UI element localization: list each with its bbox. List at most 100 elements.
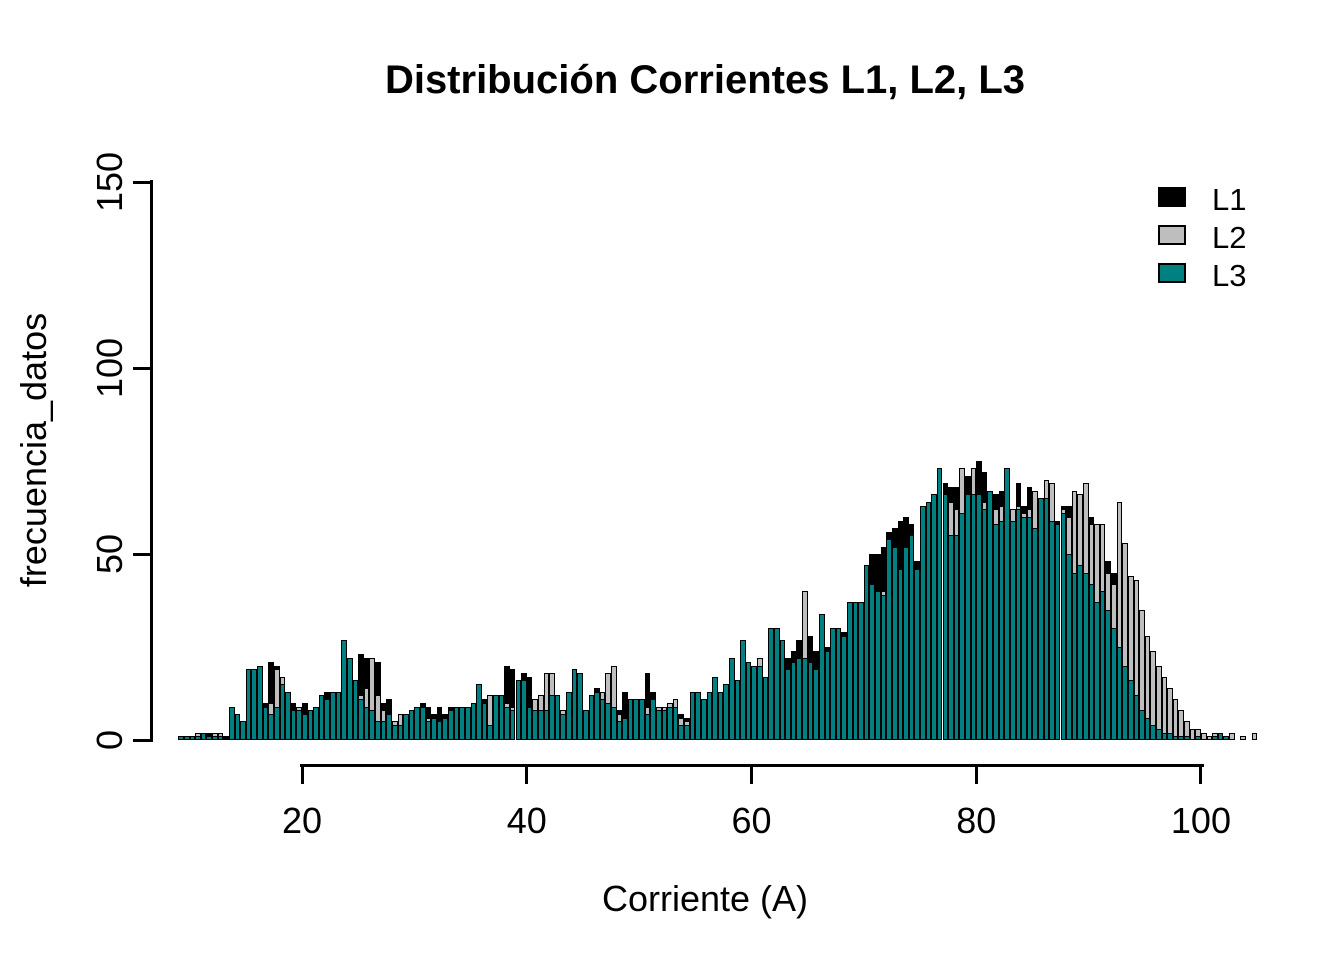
histogram-bar-l3 [616,721,623,740]
histogram-bar-l3 [998,520,1005,740]
histogram-bar-l3 [436,721,443,740]
histogram-bar-l3 [257,665,263,740]
histogram-bar-l3 [1122,665,1128,740]
histogram-bar-l3 [712,676,718,740]
histogram-bar-l3 [268,713,274,740]
histogram-bar-l3 [622,717,628,740]
histogram-bar-l3 [993,524,999,740]
legend-swatch-l2 [1158,225,1186,245]
histogram-bar-l2 [1189,728,1196,740]
x-tick-label: 80 [956,800,997,841]
y-tick-mark [133,366,150,370]
histogram-bar-l3 [611,706,617,740]
histogram-bar-l3 [740,639,746,740]
histogram-bar-l3 [509,710,516,740]
histogram-bar-l3 [273,706,280,740]
histogram-bar-l3 [723,684,729,740]
histogram-bar-l3 [1133,695,1140,740]
legend-row: L3 [1152,256,1332,294]
histogram-bar-l3 [526,706,533,740]
histogram-bar-l3 [644,713,651,740]
histogram-bar-l3 [925,501,932,740]
histogram-bar-l3 [908,535,915,740]
y-tick-mark [133,180,150,184]
histogram-bar-l3 [1184,736,1190,740]
histogram-bar-l3 [1060,513,1067,740]
histogram-bar-l3 [745,661,752,740]
histogram-bar-l3 [655,710,662,740]
histogram-bar-l3 [184,736,190,740]
histogram-bar-l3 [897,568,904,740]
histogram-bar-l3 [380,721,387,740]
histogram-bar-l3 [830,628,836,740]
histogram-bar-l3 [785,669,791,740]
y-tick-label: 100 [89,337,130,399]
histogram-bar-l3 [1099,591,1106,740]
histogram-bar-l3 [802,658,808,740]
histogram-bar-l3 [706,691,713,740]
histogram-bar-l3 [757,665,763,740]
histogram-bar-l3 [200,732,207,740]
legend-label: L1 [1212,182,1247,217]
histogram-bar-l3 [1161,732,1168,740]
histogram-bar-l3 [981,509,988,740]
histogram-bar-l3 [425,721,432,740]
histogram-bar-l3 [476,684,482,740]
y-tick-mark [133,738,150,742]
histogram-bar-l3 [560,713,567,740]
histogram-bar-l3 [931,494,937,740]
histogram-bar-l3 [571,669,578,740]
histogram-bar-l3 [599,699,606,740]
y-tick-label: 0 [89,729,130,751]
histogram-bar-l3 [307,710,314,740]
histogram-bar-l3 [414,706,420,740]
histogram-bar-l3 [346,658,353,740]
histogram-bar-l3 [773,628,780,740]
histogram-bar-l3 [1066,554,1072,740]
x-tick-label: 60 [731,800,772,841]
histogram-bar-l3 [661,710,668,740]
histogram-bar-l3 [178,736,184,740]
histogram-bar-l3 [768,628,774,740]
histogram-bar-l3 [1038,498,1044,740]
histogram-bar-l3 [481,702,488,740]
histogram-bar-l3 [886,539,892,740]
histogram-bar-l3 [1195,736,1201,740]
histogram-bar-l3 [1172,736,1179,740]
histogram-bar-l3 [858,602,864,740]
histogram-bar-l3 [403,713,409,740]
histogram-bar-l3 [397,725,404,740]
histogram-bar-l3 [1156,728,1162,740]
histogram-bar-l3 [487,725,494,740]
histogram-bar-l3 [448,710,454,740]
histogram-bar-l3 [279,684,286,740]
histogram-bar-l3 [431,717,437,740]
histogram-bar-l3 [324,699,331,740]
histogram-bar-l3 [419,706,426,740]
histogram-bar-l3 [633,699,640,740]
histogram-bar-l3 [318,695,325,740]
histogram-bar-l3 [1009,520,1016,740]
histogram-bar-l3 [363,706,370,740]
histogram-bar-l2 [1251,732,1258,740]
histogram-bar-l3 [639,699,645,740]
histogram-bar-l3 [880,594,887,740]
histogram-bar-l3 [189,736,196,740]
histogram-bar-l3 [779,639,786,740]
histogram-bar-l3 [1105,609,1112,740]
histogram-bar-l3 [1088,583,1095,740]
histogram-bar-l3 [1032,527,1038,740]
histogram-bar-l3 [689,691,696,740]
histogram-bar-l3 [1004,468,1010,740]
histogram-bar-l3 [532,710,538,740]
histogram-bar-l3 [330,691,336,740]
legend-label: L2 [1212,220,1247,255]
histogram-bar-l3 [903,546,909,740]
histogram-bar-l3 [1043,498,1050,740]
histogram-bar-l3 [936,468,943,740]
histogram-bar-l3 [835,628,842,740]
histogram-bar-l2 [1200,732,1207,740]
histogram-bar-l3 [627,699,634,740]
histogram-bar-l3 [650,699,656,740]
histogram-bar-l3 [341,639,347,740]
